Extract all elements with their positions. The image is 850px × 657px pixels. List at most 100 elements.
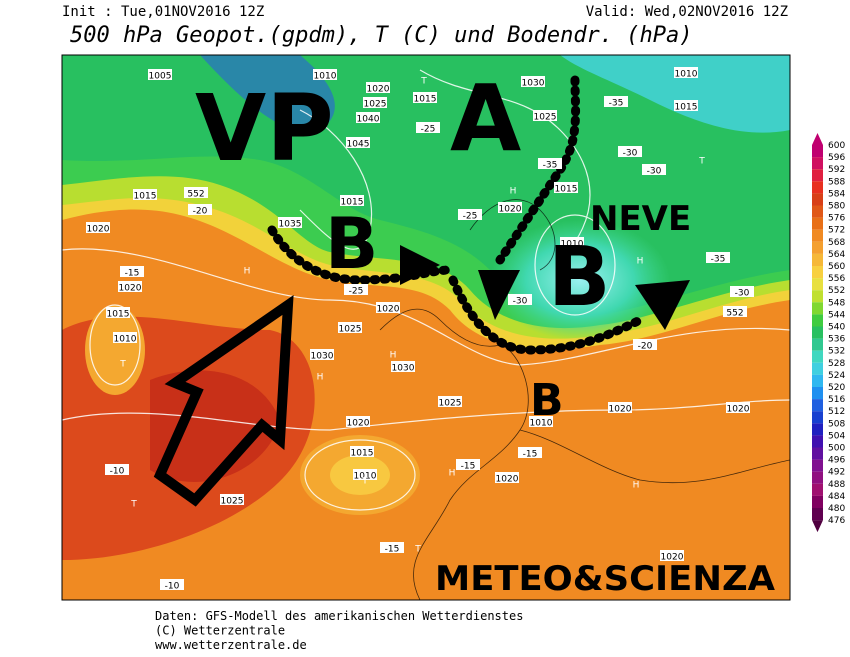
pressure-center: T [414, 545, 421, 555]
colorbar-label: 592 [828, 165, 845, 175]
contour-label: 1040 [357, 115, 380, 125]
contour-label: 1015 [555, 185, 578, 195]
pressure-center: T [698, 157, 705, 167]
colorbar-label: 504 [828, 431, 845, 441]
label-box [660, 550, 684, 561]
label-box [730, 286, 754, 297]
annotation: NEVE [590, 199, 691, 239]
colorbar-label: 588 [828, 177, 845, 187]
colorbar-bin [812, 399, 823, 412]
contour-label: 1010 [675, 70, 698, 80]
label-box [642, 164, 666, 175]
contour-label: -25 [349, 287, 364, 297]
pressure-center: H [633, 481, 640, 491]
annotation: B [548, 230, 611, 325]
colorbar-label: 500 [828, 444, 845, 454]
contour-label: 1030 [392, 364, 415, 374]
label-box [118, 281, 142, 292]
contour-label: -15 [385, 545, 400, 555]
contour-label: -20 [638, 342, 653, 352]
label-box [554, 182, 578, 193]
annotation: METEO&SCIENZA [435, 559, 776, 599]
contour-label: 1015 [107, 310, 130, 320]
footer-line: Daten: GFS-Modell des amerikanischen Wet… [155, 609, 523, 623]
colorbar-label: 572 [828, 226, 845, 236]
contour-label: 1025 [534, 113, 557, 123]
colorbar-bin [812, 326, 823, 339]
colorbar-label: 484 [828, 492, 845, 502]
pressure-center: T [361, 477, 368, 487]
contour-label: 1035 [279, 220, 302, 230]
colorbar-bin [812, 241, 823, 254]
label-box [106, 307, 130, 318]
label-box [560, 237, 584, 248]
colorbar-bin [812, 423, 823, 436]
contour-label: 1020 [499, 205, 522, 215]
contour-label: -15 [523, 450, 538, 460]
label-box [495, 472, 519, 483]
contour-label: -35 [609, 99, 624, 109]
label-box [529, 416, 553, 427]
colorbar-label: 580 [828, 202, 845, 212]
contour-label: 1030 [522, 79, 545, 89]
colorbar-bin [812, 217, 823, 230]
colorbar-label: 524 [828, 371, 845, 381]
label-box [498, 202, 522, 213]
colorbar-bin [812, 483, 823, 496]
colorbar-bin [812, 205, 823, 218]
colorbar-label: 576 [828, 214, 845, 224]
colorbar-cap [812, 133, 823, 145]
colorbar-bin [812, 387, 823, 400]
colorbar-bin [812, 350, 823, 363]
contour-label: -15 [125, 269, 140, 279]
label-box [160, 579, 184, 590]
contour-label: 1020 [119, 284, 142, 294]
annotation: VP [195, 75, 334, 182]
label-box [105, 464, 129, 475]
label-box [133, 189, 157, 200]
contour-label: 1010 [561, 240, 584, 250]
label-box [340, 195, 364, 206]
label-box [313, 69, 337, 80]
contour-label: 1020 [377, 305, 400, 315]
contour-label: 1005 [149, 72, 172, 82]
contour-label: 1045 [347, 140, 370, 150]
label-box [86, 222, 110, 233]
colorbar-label: 596 [828, 153, 845, 163]
label-box [346, 137, 370, 148]
colorbar-bin [812, 459, 823, 472]
pressure-center: T [119, 360, 126, 370]
footer-line: www.wetterzentrale.de [155, 638, 307, 652]
label-box [518, 447, 542, 458]
colorbar-label: 584 [828, 189, 845, 199]
label-box [533, 110, 557, 121]
colorbar-cap [812, 520, 823, 533]
colorbar-bin [812, 266, 823, 279]
colorbar-bin [812, 229, 823, 242]
colorbar-bin [812, 169, 823, 182]
contour-label: 1015 [351, 449, 374, 459]
label-box [310, 349, 334, 360]
pressure-center: H [637, 257, 644, 267]
colorbar-label: 560 [828, 262, 845, 272]
footer-line: (C) Wetterzentrale [155, 624, 285, 638]
pressure-center: H [244, 267, 251, 277]
label-box [344, 284, 368, 295]
contour-label: -30 [513, 297, 528, 307]
label-box [346, 416, 370, 427]
label-box [113, 332, 137, 343]
colorbar-label: 556 [828, 274, 845, 284]
contour-label: 1020 [496, 475, 519, 485]
label-box [120, 266, 144, 277]
label-box [416, 122, 440, 133]
colorbar-label: 520 [828, 383, 845, 393]
contour-label: 1020 [347, 419, 370, 429]
colorbar-bin [812, 495, 823, 508]
contour-label: 1010 [354, 472, 377, 482]
colorbar-bin [812, 362, 823, 375]
contour-label: -25 [463, 212, 478, 222]
label-box [706, 252, 730, 263]
colorbar-bin [812, 302, 823, 315]
label-box [723, 306, 747, 317]
contour-label: 1015 [675, 103, 698, 113]
